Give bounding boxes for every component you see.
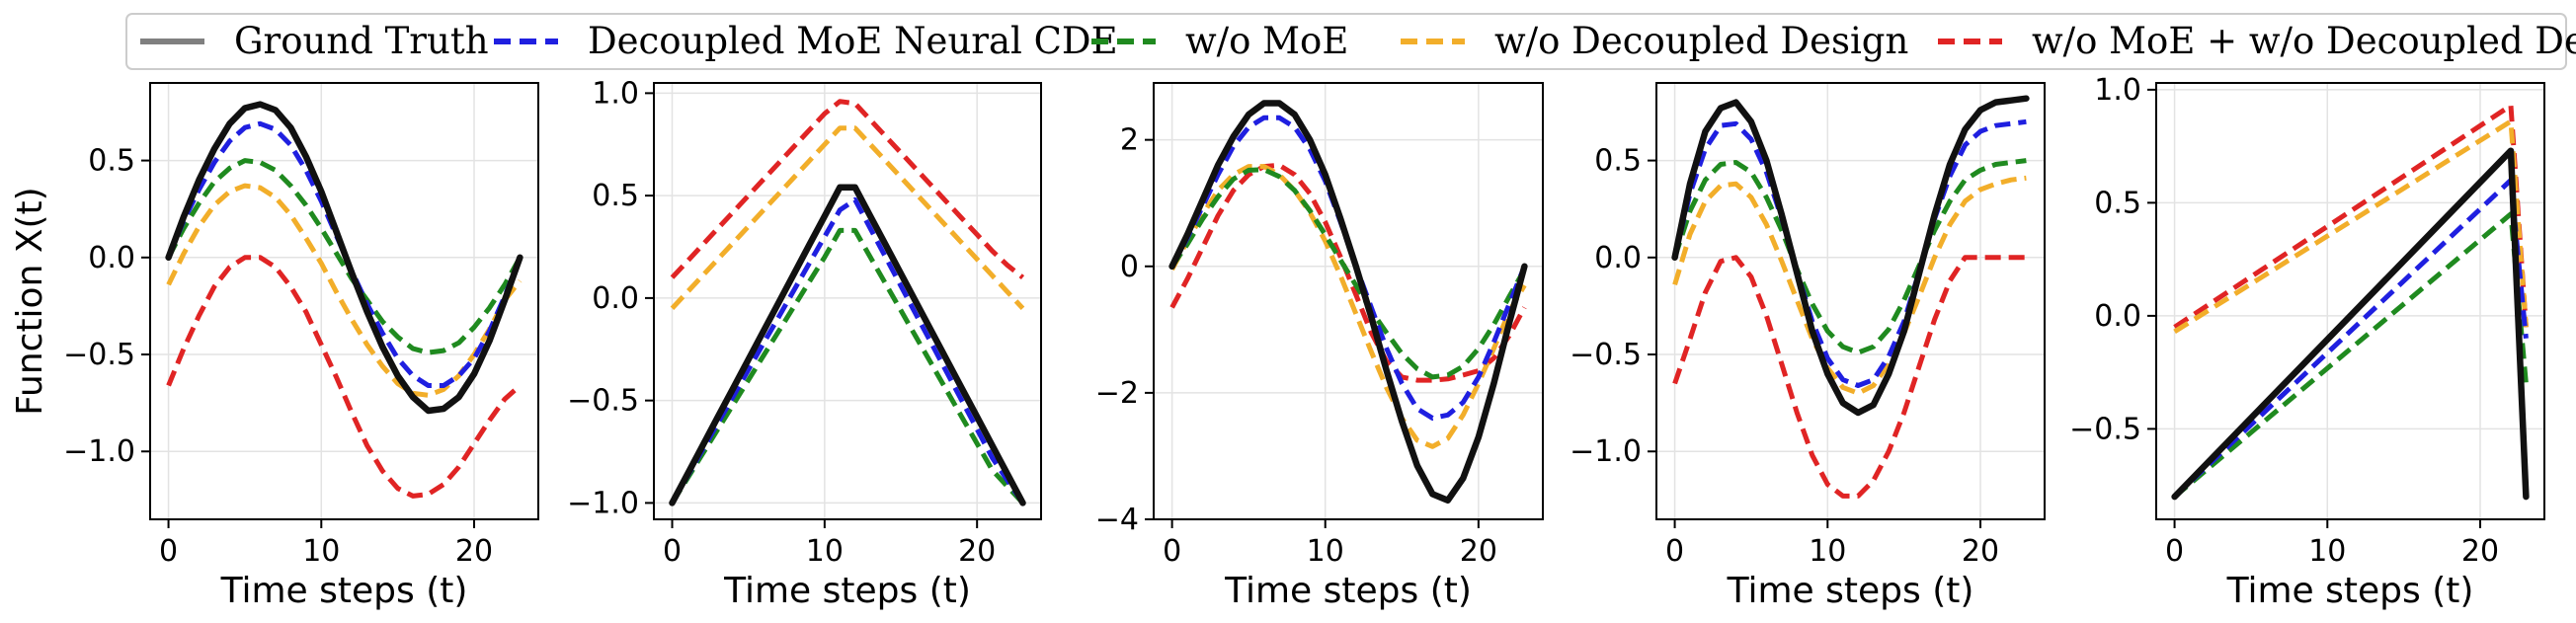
legend-label-3: w/o Decoupled Design	[1494, 20, 1908, 62]
y-tick-label: −1.0	[1570, 434, 1642, 469]
series-line-ground-truth	[669, 184, 1026, 506]
series-line-wo-both	[670, 99, 1025, 280]
series-group	[165, 101, 523, 499]
legend-label-4: w/o MoE + w/o Decoupled Design	[2032, 20, 2576, 62]
series-line-wo-moe	[1672, 158, 2027, 355]
axes-frame	[2155, 82, 2545, 520]
chart-panel-1: 0 10 20 0.5 0.0 −0.5 −1.0 Time steps (t) Functio…	[10, 82, 539, 611]
series-line-ground-truth	[1168, 100, 1528, 505]
y-tick-label: 1.0	[2094, 73, 2141, 108]
x-tick-label: 10	[1307, 534, 1344, 569]
x-tick-label: 10	[2308, 534, 2346, 569]
legend-label-0: Ground Truth	[234, 20, 489, 62]
series-line-ground-truth	[165, 101, 523, 415]
series-group	[1671, 95, 2030, 499]
series-line-decoupled	[1672, 118, 2027, 388]
legend-entry-2: w/o MoE	[1091, 20, 1348, 62]
legend-entry-3: w/o Decoupled Design	[1401, 20, 1908, 62]
x-tick-label: 20	[1962, 534, 1999, 569]
chart-panel-2: 0 10 20 1.0 0.5 0.0 −0.5 −1.0 Time steps (t)	[567, 76, 1042, 611]
series-group	[669, 99, 1026, 506]
x-axis-label: Time steps (t)	[1727, 571, 1974, 611]
y-tick-label: −4	[1095, 503, 1139, 537]
y-tick-label: −1.0	[63, 434, 135, 469]
y-tick-label: 0.5	[2094, 186, 2141, 220]
y-tick-label: −0.5	[63, 338, 135, 372]
x-tick-label: 20	[958, 534, 996, 569]
y-tick-label: −2	[1095, 376, 1139, 411]
x-tick-label: 0	[1163, 534, 1181, 569]
y-tick-label: 0.5	[592, 179, 639, 213]
x-tick-label: 0	[159, 534, 178, 569]
series-line-ground-truth	[1671, 95, 2030, 417]
x-tick-label: 20	[455, 534, 493, 569]
y-tick-label: 0.0	[1594, 241, 1642, 275]
legend-entry-0: Ground Truth	[140, 20, 489, 62]
series-line-wo-moe	[166, 158, 523, 355]
x-tick-label: 0	[663, 534, 682, 569]
y-tick-label: 1.0	[592, 76, 639, 111]
x-tick-label: 10	[302, 534, 340, 569]
series-line-wo-both	[166, 255, 523, 499]
x-tick-label: 0	[2165, 534, 2184, 569]
legend-label-1: Decoupled MoE Neural CDE	[588, 20, 1118, 62]
series-line-wo-moe	[1169, 167, 1527, 380]
y-tick-label: 0.5	[88, 144, 135, 179]
series-line-wo-both	[1672, 255, 2027, 499]
x-tick-label: 20	[2461, 534, 2499, 569]
x-axis-label: Time steps (t)	[220, 571, 468, 611]
y-tick-label: 0.0	[88, 241, 135, 275]
x-tick-label: 0	[1665, 534, 1684, 569]
x-tick-label: 10	[1809, 534, 1846, 569]
axes-frame	[149, 82, 539, 520]
y-tick-label: 0.0	[592, 281, 639, 316]
series-line-decoupled	[670, 196, 1025, 505]
legend-frame	[125, 13, 2567, 70]
series-group	[1168, 100, 1528, 505]
series-line-decoupled	[2172, 178, 2529, 499]
chart-panel-4: 0 10 20 0.5 0.0 −0.5 −1.0 Time steps (t)	[1570, 82, 2046, 611]
y-tick-label: −0.5	[1570, 338, 1642, 372]
series-line-wo-decoupled	[1672, 175, 2027, 396]
x-axis-label: Time steps (t)	[2226, 571, 2474, 611]
legend-entry-4: w/o MoE + w/o Decoupled Design	[1938, 20, 2576, 62]
series-line-ground-truth	[2171, 147, 2530, 501]
axes-frame	[653, 82, 1042, 520]
axes-frame	[1655, 82, 2046, 520]
series-line-wo-decoupled	[2173, 118, 2529, 335]
y-tick-label: −0.5	[2069, 412, 2141, 446]
y-axis-label: Function X(t)	[10, 187, 50, 415]
axes-frame	[1153, 82, 1544, 520]
series-line-wo-decoupled	[1169, 164, 1527, 449]
y-tick-label: 2	[1120, 123, 1139, 158]
series-line-decoupled	[166, 120, 523, 388]
series-group	[2171, 103, 2530, 501]
legend-entry-1: Decoupled MoE Neural CDE	[494, 20, 1118, 62]
x-axis-label: Time steps (t)	[723, 571, 971, 611]
series-line-wo-both	[1169, 162, 1527, 383]
x-tick-label: 10	[806, 534, 844, 569]
chart-panel-5: 0 10 20 1.0 0.5 0.0 −0.5 Time steps (t)	[2069, 73, 2545, 611]
x-tick-label: 20	[1460, 534, 1497, 569]
y-tick-label: −0.5	[567, 384, 639, 419]
series-line-wo-decoupled	[670, 125, 1025, 311]
x-axis-label: Time steps (t)	[1224, 571, 1472, 611]
y-tick-label: 0.5	[1594, 144, 1642, 179]
series-line-wo-moe	[2172, 211, 2529, 500]
legend: Ground Truth Decoupled MoE Neural CDE w/o …	[125, 13, 2576, 70]
y-tick-label: 0.0	[2094, 299, 2141, 334]
series-line-wo-moe	[670, 227, 1025, 506]
y-tick-label: −1.0	[567, 486, 639, 520]
legend-label-2: w/o MoE	[1185, 20, 1348, 62]
y-tick-label: 0	[1120, 250, 1139, 284]
